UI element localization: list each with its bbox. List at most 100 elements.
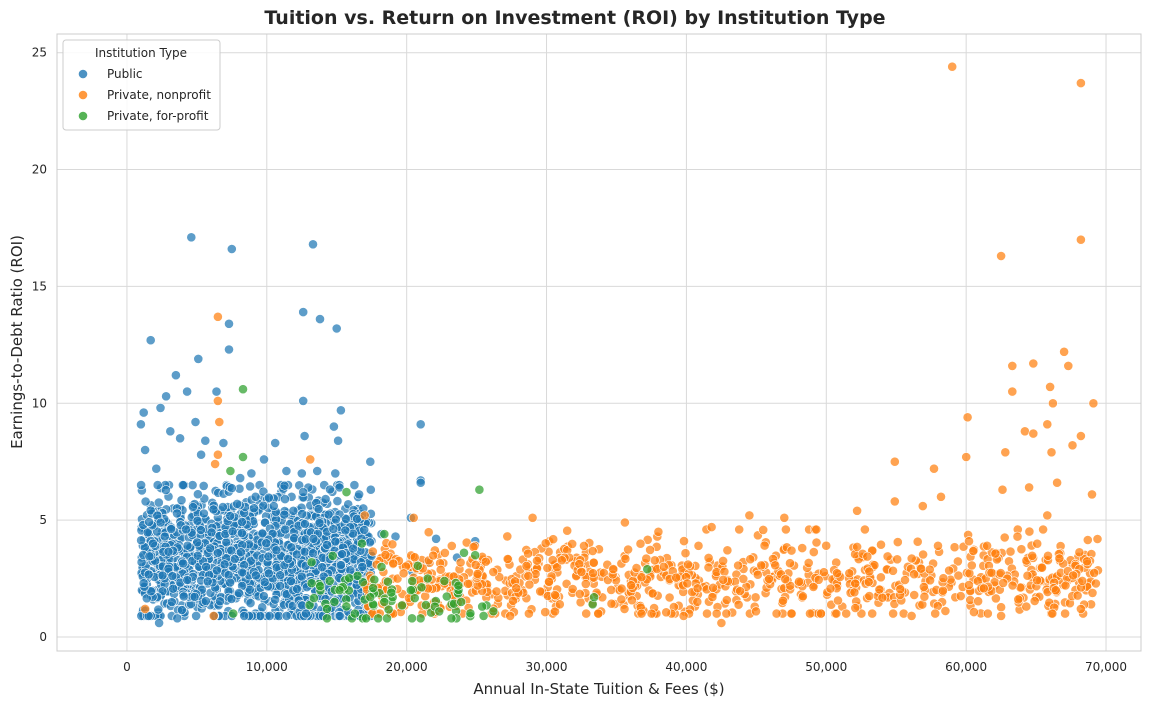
data-point <box>250 570 261 581</box>
y-tick-label: 0 <box>39 630 47 644</box>
data-point <box>574 589 585 599</box>
data-point <box>841 608 852 619</box>
data-point <box>658 561 669 572</box>
data-point <box>352 570 363 581</box>
data-point <box>365 456 376 467</box>
data-point <box>1076 234 1086 245</box>
data-point <box>359 525 370 535</box>
data-point <box>734 524 745 535</box>
data-point <box>423 527 434 538</box>
data-point <box>711 608 722 619</box>
data-point <box>210 459 220 469</box>
data-point <box>505 611 516 621</box>
data-point <box>388 558 399 569</box>
data-point <box>250 491 261 502</box>
data-point <box>270 594 280 605</box>
legend-label: Public <box>107 67 143 81</box>
data-point <box>929 463 939 474</box>
data-point <box>275 581 285 591</box>
data-point <box>474 484 485 495</box>
plot-frame <box>56 33 1142 652</box>
data-point <box>1052 477 1062 488</box>
data-point <box>187 480 198 490</box>
data-point <box>683 559 693 570</box>
data-point <box>1076 431 1086 441</box>
data-point <box>524 579 535 590</box>
data-point <box>335 405 346 416</box>
data-point <box>679 536 689 546</box>
data-point <box>733 599 744 610</box>
data-point <box>862 551 873 562</box>
data-point <box>1012 531 1023 542</box>
data-point <box>620 517 630 528</box>
data-point <box>439 548 450 558</box>
data-point <box>154 618 164 628</box>
data-point <box>744 510 755 521</box>
data-point <box>955 591 966 601</box>
data-point <box>805 608 815 619</box>
data-point <box>145 335 156 346</box>
data-point <box>468 542 479 552</box>
data-point <box>232 498 243 509</box>
data-point <box>298 395 309 406</box>
data-point <box>925 575 935 586</box>
data-point <box>703 562 714 573</box>
data-point <box>759 540 770 551</box>
data-point <box>1046 447 1057 458</box>
data-point <box>930 608 941 619</box>
data-point <box>208 611 219 621</box>
data-point <box>283 553 293 564</box>
data-point <box>261 538 272 549</box>
data-point <box>279 509 290 520</box>
legend-marker <box>78 69 88 79</box>
data-point <box>456 597 467 607</box>
data-point <box>702 608 712 619</box>
data-point <box>208 504 219 515</box>
data-point <box>376 562 387 572</box>
data-point <box>1074 547 1085 558</box>
data-point <box>263 568 274 579</box>
data-point <box>576 567 587 577</box>
data-point <box>470 560 481 570</box>
data-point <box>944 565 954 576</box>
data-point <box>317 562 327 573</box>
data-point <box>341 514 351 524</box>
data-point <box>1024 482 1034 493</box>
data-point <box>308 548 318 559</box>
data-point <box>978 583 989 594</box>
data-point <box>341 487 352 497</box>
data-point <box>502 554 513 564</box>
data-point <box>181 524 191 535</box>
data-point <box>218 438 229 448</box>
data-point <box>299 519 310 529</box>
data-point <box>706 522 717 532</box>
data-point <box>331 323 342 334</box>
data-point <box>844 568 855 579</box>
data-point <box>961 452 972 462</box>
legend-title: Institution Type <box>95 46 187 60</box>
data-point <box>192 550 203 561</box>
data-point <box>716 618 727 628</box>
data-point <box>916 563 926 574</box>
data-point <box>849 587 860 598</box>
data-point <box>415 419 426 430</box>
legend-marker <box>78 111 88 121</box>
x-tick-label: 70,000 <box>1085 660 1127 674</box>
data-point <box>548 534 559 545</box>
data-point <box>196 449 206 460</box>
x-tick-label: 0 <box>123 660 131 674</box>
data-point <box>888 608 898 619</box>
data-point <box>540 538 551 549</box>
data-point <box>936 491 946 502</box>
data-point <box>299 546 310 557</box>
data-point <box>863 577 874 587</box>
data-point <box>542 563 553 573</box>
data-point <box>779 512 790 523</box>
data-point <box>190 417 201 427</box>
data-point <box>933 540 943 551</box>
data-point <box>313 504 324 514</box>
data-point <box>758 525 769 535</box>
data-point <box>202 576 213 587</box>
data-point <box>238 384 248 395</box>
data-point <box>409 552 420 563</box>
